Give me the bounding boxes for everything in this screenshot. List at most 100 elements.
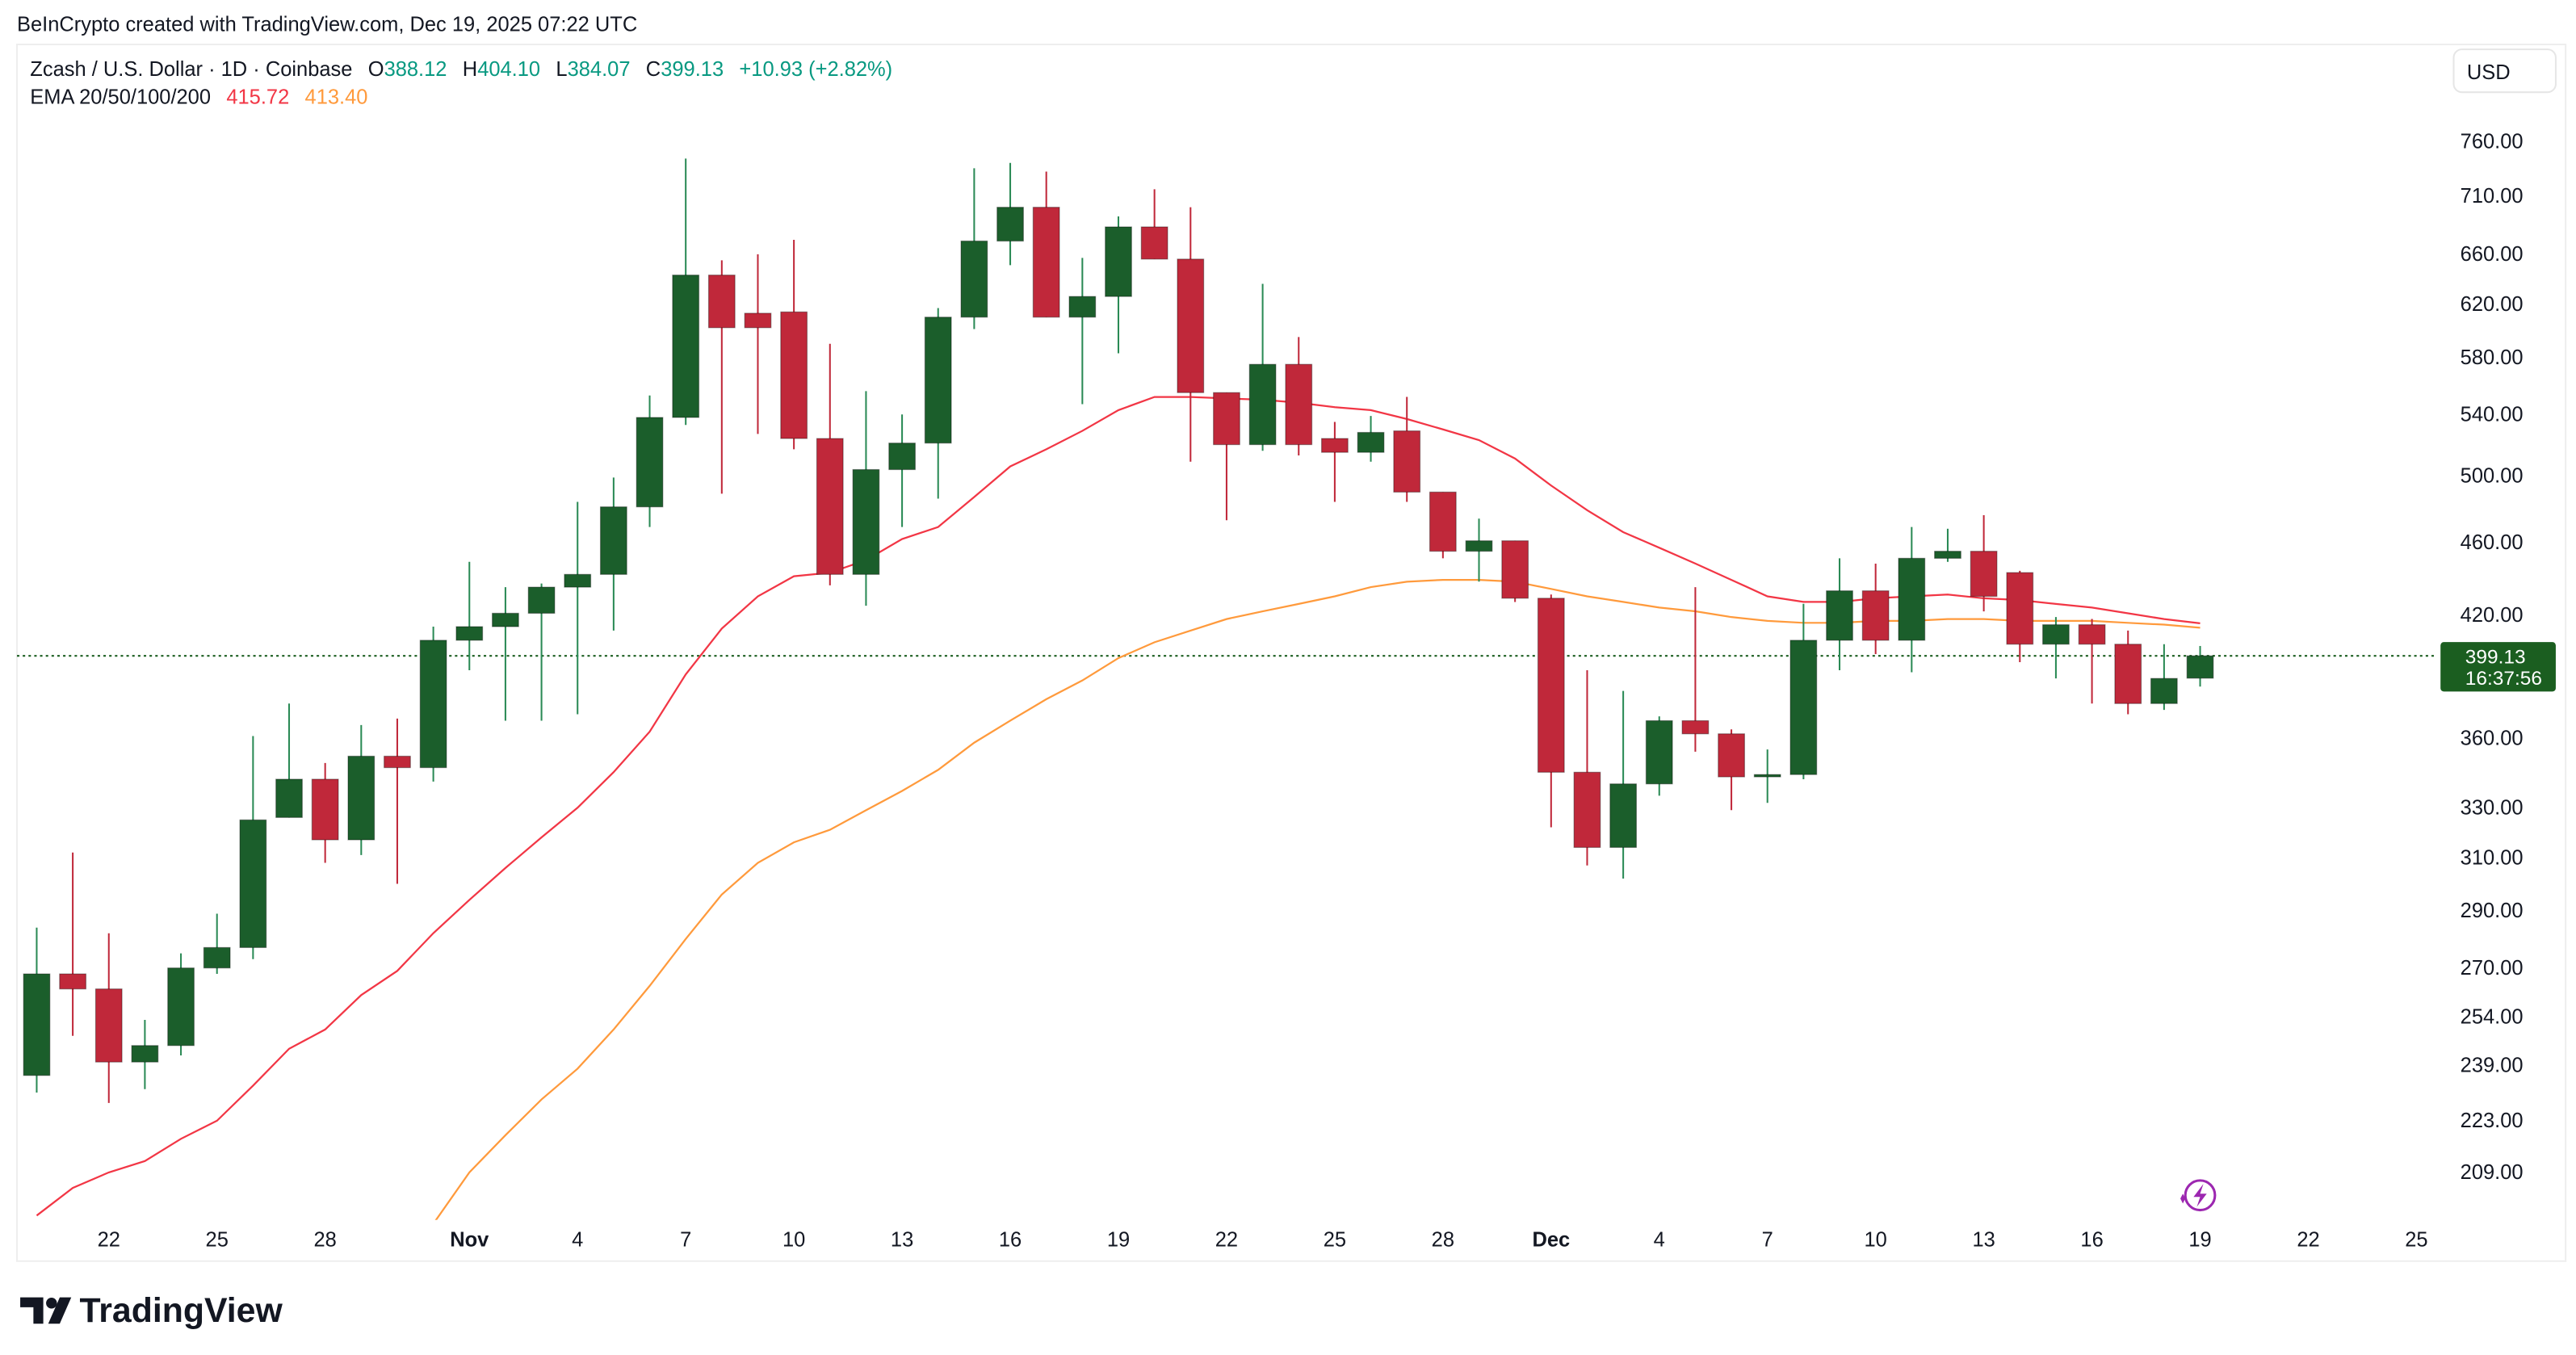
candle (1501, 540, 1529, 602)
candle (384, 718, 411, 884)
candle (1681, 587, 1710, 752)
candle-body (1826, 590, 1853, 641)
candle (924, 308, 952, 499)
currency-label: USD (2467, 61, 2511, 84)
candle (996, 162, 1024, 266)
candle-body (1429, 491, 1457, 552)
candle-body (636, 417, 664, 508)
svg-text:Zcash / U.S. Dollar · 1D · Coi: Zcash / U.S. Dollar · 1D · Coinbase O388… (30, 58, 892, 81)
candle-body (384, 755, 411, 769)
price-tick-label: 310.00 (2461, 846, 2524, 869)
candle-body (744, 313, 772, 329)
candle (780, 240, 808, 450)
price-tick-label: 660.00 (2461, 243, 2524, 266)
candle (491, 587, 519, 721)
candle (2114, 630, 2142, 715)
candle-body (1177, 258, 1205, 393)
ema20-value: 415.72 (226, 86, 289, 108)
date-tick-label: 10 (1865, 1228, 1887, 1251)
candle (1357, 416, 1385, 462)
price-axis[interactable]: 760.00 710.00 660.00 620.00 580.00 540.00 500.… (2461, 130, 2524, 1184)
candle (419, 627, 447, 782)
price-tick-label: 580.00 (2461, 346, 2524, 369)
candle-body (527, 586, 556, 615)
candle-body (167, 967, 195, 1047)
candle-body (2186, 655, 2214, 679)
price-tick-label: 540.00 (2461, 403, 2524, 426)
date-tick-label: 22 (1215, 1228, 1238, 1251)
candle (2078, 619, 2106, 704)
high-label: H (463, 58, 477, 81)
close-label: C (646, 58, 661, 81)
candle (1032, 171, 1060, 318)
candle-body (996, 207, 1024, 242)
candle (203, 913, 231, 975)
price-tick-label: 500.00 (2461, 465, 2524, 488)
candle (167, 953, 195, 1055)
candle-body (1861, 590, 1890, 641)
price-tick-label: 360.00 (2461, 727, 2524, 749)
change-value: +10.93 (+2.82%) (739, 58, 892, 81)
candle (1140, 189, 1168, 260)
candle-body (94, 988, 123, 1063)
candle-body (2150, 678, 2178, 704)
last-price-label: 399.13 16:37:56 (2440, 642, 2556, 692)
date-tick-label: 16 (2080, 1228, 2103, 1251)
candle-body (455, 626, 484, 641)
candle-body (347, 755, 375, 841)
date-tick-label: 4 (572, 1228, 583, 1251)
candle (527, 583, 556, 721)
price-tick-label: 460.00 (2461, 531, 2524, 554)
date-tick-label: 25 (2405, 1228, 2427, 1251)
candle-body (1285, 363, 1313, 446)
candle (744, 254, 772, 434)
candle-body (2114, 644, 2142, 704)
candle (1177, 207, 1205, 462)
candle-body (275, 778, 303, 818)
candle (1970, 515, 1998, 612)
candle (1248, 283, 1277, 451)
candle (1320, 422, 1349, 502)
candle-body (311, 778, 339, 841)
price-tick-label: 330.00 (2461, 796, 2524, 819)
candle (2150, 644, 2178, 711)
time-axis[interactable]: 22 25 28 Nov 4 7 10 13 16 19 22 25 28 Dec 4 7 10 13 16 19 22… (98, 1228, 2428, 1251)
date-tick-label: 22 (98, 1228, 120, 1251)
attribution-text: BeInCrypto created with TradingView.com,… (17, 14, 637, 36)
price-tick-label: 420.00 (2461, 604, 2524, 627)
candle (636, 395, 664, 527)
candle-body (599, 506, 627, 575)
candle (852, 391, 880, 606)
candle-body (707, 275, 736, 329)
date-tick-label: 7 (1762, 1228, 1773, 1251)
candle-body (1537, 598, 1565, 773)
candle (1861, 563, 1890, 655)
candle (599, 477, 627, 631)
candle-body (2006, 572, 2034, 645)
currency-button[interactable]: USD (2452, 48, 2557, 94)
candle (1826, 558, 1853, 671)
date-tick-label: 13 (1972, 1228, 1995, 1251)
candle (1465, 518, 1493, 582)
candle-body (1320, 438, 1349, 453)
candle (564, 501, 592, 715)
price-tick-label: 760.00 (2461, 130, 2524, 153)
candle-body (564, 573, 592, 588)
candle-body (888, 443, 917, 471)
candle (816, 343, 844, 585)
candle-body (1501, 540, 1529, 599)
open-value: 388.12 (384, 58, 447, 81)
candle-body (1213, 392, 1240, 446)
candle (1213, 392, 1240, 521)
candle-body (203, 946, 231, 969)
ema50-value: 413.40 (305, 86, 368, 108)
last-price-value: 399.13 (2465, 647, 2526, 669)
candle (1393, 396, 1421, 502)
candle-body (1898, 557, 1926, 641)
date-tick-label: 22 (2297, 1228, 2319, 1251)
chart-frame (15, 44, 2567, 1262)
candle (131, 1020, 159, 1089)
lightning-bolt-icon[interactable] (2180, 1179, 2217, 1212)
price-tick-label: 223.00 (2461, 1110, 2524, 1132)
